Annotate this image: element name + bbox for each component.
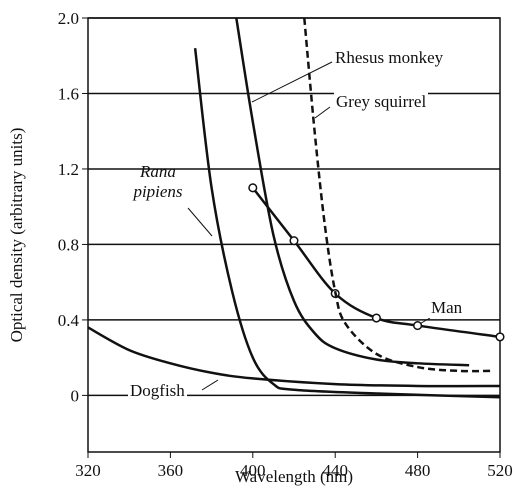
- series-line: [303, 17, 494, 373]
- y-tick-label: 0: [71, 386, 80, 405]
- x-tick-label: 440: [322, 461, 348, 480]
- y-tick-label: 2.0: [58, 9, 79, 28]
- y-tick-label: 0.8: [58, 235, 79, 254]
- series-label: Rana pipiens: [133, 162, 183, 201]
- x-axis-label: Wavelength (nm): [235, 467, 353, 486]
- point-marker: [495, 332, 505, 342]
- point-marker: [413, 321, 423, 331]
- point-marker: [248, 183, 258, 193]
- y-tick-label: 1.2: [58, 160, 79, 179]
- leader-line: [187, 207, 213, 237]
- leader-line: [314, 106, 331, 119]
- y-tick-label: 0.4: [58, 311, 80, 330]
- point-marker: [289, 236, 299, 246]
- x-tick-label: 320: [75, 461, 101, 480]
- series-line: [251, 187, 501, 339]
- x-tick-label: 480: [405, 461, 431, 480]
- x-tick-label: 400: [240, 461, 266, 480]
- series-line: [193, 48, 501, 399]
- leader-line: [251, 61, 333, 103]
- series-label: Dogfish: [128, 381, 187, 401]
- series-label: Rhesus monkey: [333, 48, 446, 68]
- y-axis-label: Optical density (arbitrary units): [7, 128, 26, 343]
- x-tick-label: 360: [158, 461, 184, 480]
- y-tick-label: 1.6: [58, 84, 79, 103]
- series-label: Grey squirrel: [334, 92, 429, 112]
- leader-line: [201, 379, 219, 391]
- series-label: Man: [429, 298, 465, 318]
- point-marker: [371, 313, 381, 323]
- series-line: [87, 326, 501, 388]
- x-tick-label: 520: [487, 461, 513, 480]
